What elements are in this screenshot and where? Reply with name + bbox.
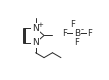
Text: N: N — [32, 24, 39, 33]
Text: F: F — [75, 38, 79, 47]
Text: +: + — [37, 22, 43, 28]
Text: F: F — [70, 20, 75, 29]
Text: F: F — [62, 28, 67, 38]
Text: F: F — [87, 28, 92, 38]
Text: -: - — [80, 25, 83, 34]
Text: N: N — [32, 38, 39, 47]
Text: B: B — [74, 28, 80, 38]
